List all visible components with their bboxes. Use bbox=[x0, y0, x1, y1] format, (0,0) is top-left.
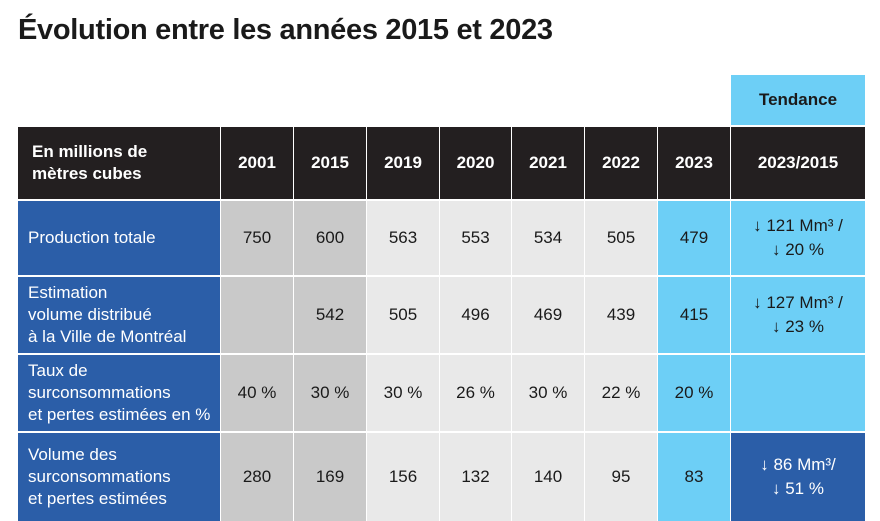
header-year-2015: 2015 bbox=[294, 127, 366, 199]
table-cell: 132 bbox=[440, 433, 511, 521]
table-cell: 83 bbox=[658, 433, 730, 521]
table-cell: 439 bbox=[585, 277, 657, 353]
table-cell: 542 bbox=[294, 277, 366, 353]
table-cell: 26 % bbox=[440, 355, 511, 431]
table-cell: 156 bbox=[367, 433, 439, 521]
header-year-2020: 2020 bbox=[440, 127, 511, 199]
row-label: Taux de surconsommations et pertes estimée… bbox=[18, 355, 220, 431]
trend-cell bbox=[731, 355, 865, 431]
table-cell: 20 % bbox=[658, 355, 730, 431]
header-year-2022: 2022 bbox=[585, 127, 657, 199]
header-year-2021: 2021 bbox=[512, 127, 584, 199]
page-title: Évolution entre les années 2015 et 2023 bbox=[18, 14, 553, 46]
row-label: Volume des surconsommations et pertes esti… bbox=[18, 433, 220, 521]
table-cell: 553 bbox=[440, 201, 511, 275]
header-label: En millions de mètres cubes bbox=[18, 127, 220, 199]
table-cell: 415 bbox=[658, 277, 730, 353]
trend-header: Tendance bbox=[731, 75, 865, 125]
table-cell: 95 bbox=[585, 433, 657, 521]
trend-cell: ↓ 121 Mm³ / ↓ 20 % bbox=[731, 201, 865, 275]
table-cell: 169 bbox=[294, 433, 366, 521]
table-cell: 140 bbox=[512, 433, 584, 521]
table-cell: 496 bbox=[440, 277, 511, 353]
header-trend: 2023/2015 bbox=[731, 127, 865, 199]
table-cell: 600 bbox=[294, 201, 366, 275]
table-cell: 750 bbox=[221, 201, 293, 275]
table-cell: 534 bbox=[512, 201, 584, 275]
table-cell: 30 % bbox=[367, 355, 439, 431]
table-cell: 280 bbox=[221, 433, 293, 521]
trend-cell: ↓ 86 Mm³/↓ 51 % bbox=[731, 433, 865, 521]
trend-cell: ↓ 127 Mm³ / ↓ 23 % bbox=[731, 277, 865, 353]
header-year-2001: 2001 bbox=[221, 127, 293, 199]
table-cell: 40 % bbox=[221, 355, 293, 431]
table-cell: 22 % bbox=[585, 355, 657, 431]
table-cell: 469 bbox=[512, 277, 584, 353]
table-cell: 30 % bbox=[512, 355, 584, 431]
header-year-2019: 2019 bbox=[367, 127, 439, 199]
table-cell: 563 bbox=[367, 201, 439, 275]
table-cell bbox=[221, 277, 293, 353]
table-cell: 505 bbox=[585, 201, 657, 275]
table-cell: 479 bbox=[658, 201, 730, 275]
row-label: Production totale bbox=[18, 201, 220, 275]
header-year-2023: 2023 bbox=[658, 127, 730, 199]
table-cell: 30 % bbox=[294, 355, 366, 431]
row-label: Estimation volume distribué à la Ville de … bbox=[18, 277, 220, 353]
table-cell: 505 bbox=[367, 277, 439, 353]
